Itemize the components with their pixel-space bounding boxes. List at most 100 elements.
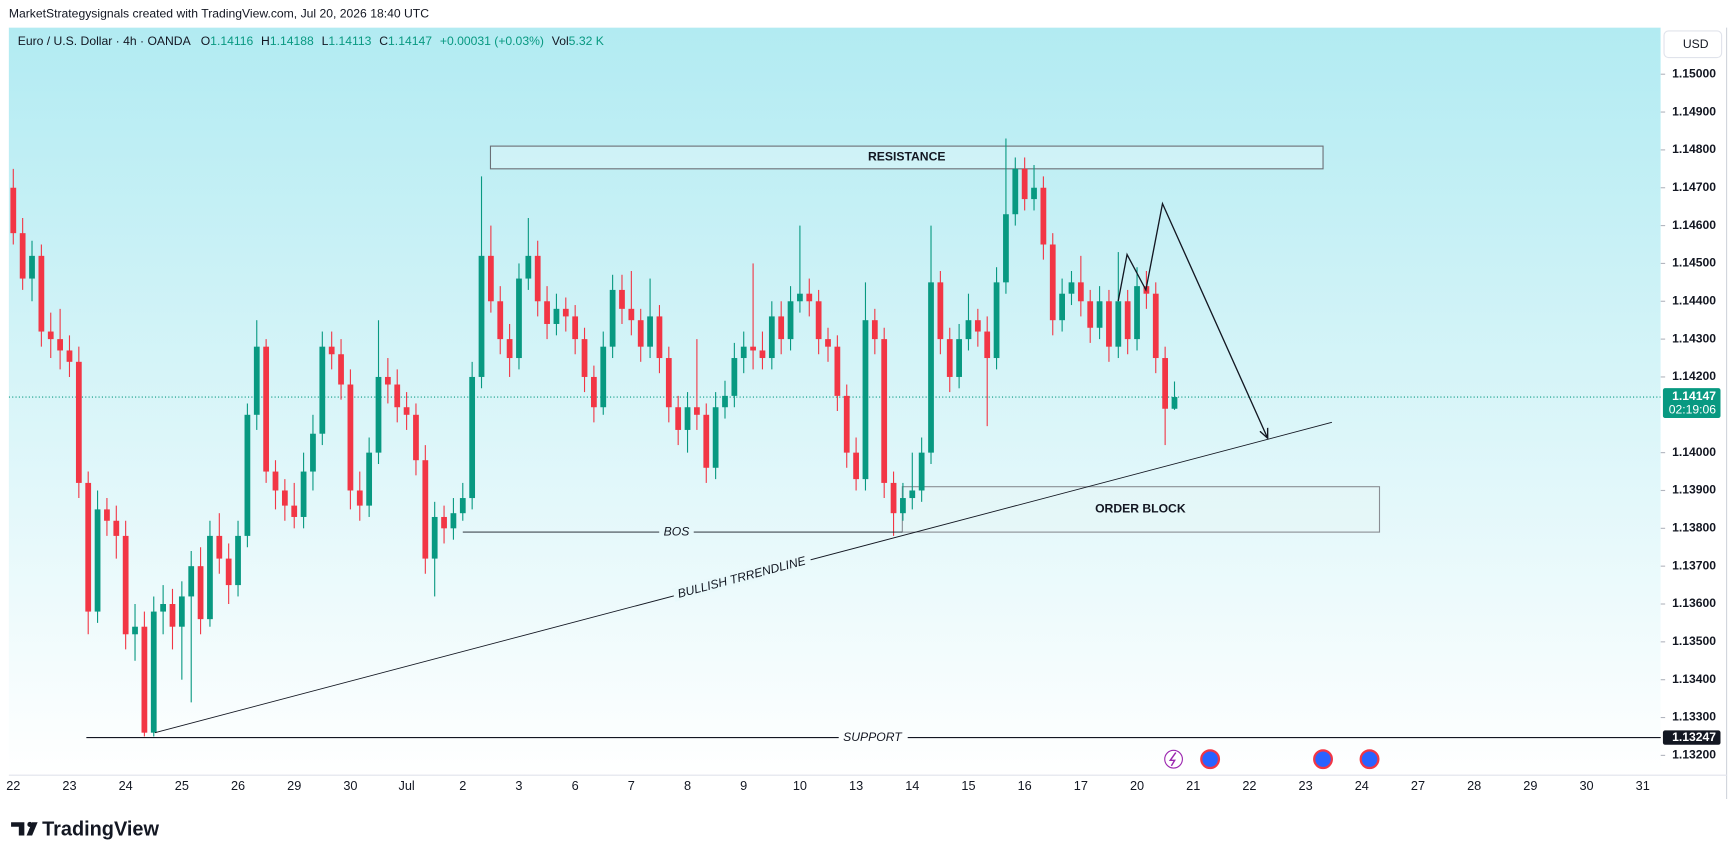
candle-body [244,414,251,536]
candle-body [291,505,298,517]
x-tick-label: 14 [905,778,919,793]
symbol: Euro / U.S. Dollar · 4h · OANDA [18,34,192,48]
candle-body [113,520,120,536]
event-icons [1164,749,1380,770]
vol-value: 5.32 K [569,34,604,48]
y-tick-label: 1.15000 [1672,66,1716,80]
candle-body [75,361,82,483]
event-icon[interactable] [1359,749,1380,770]
countdown: 02:19:06 [1669,403,1717,417]
bos-label: BOS [664,524,690,538]
x-tick-label: 22 [6,778,20,793]
currency-button[interactable] [1663,30,1723,59]
candle-body [525,255,532,279]
candle-body [815,301,822,340]
candle-body [900,498,906,514]
candle-body [207,535,213,620]
o-value: 1.14116 [210,34,253,48]
event-icon[interactable] [1313,749,1334,770]
candle-body [974,320,981,332]
x-tick-label: 13 [849,778,863,793]
y-tick-label: 1.14300 [1672,331,1716,345]
candle-body [1068,282,1075,294]
candle-body [169,604,176,627]
candle-body [628,308,635,321]
candle-body [141,626,148,733]
x-tick-label: 7 [628,778,635,793]
x-tick-label: 24 [119,778,133,793]
candle-body [984,331,991,359]
candle-body [328,346,335,355]
candle-body [1012,168,1019,215]
h-label: H [261,34,270,48]
candle-body [778,316,785,340]
candle-body [591,376,597,408]
candle-body [1040,187,1047,245]
last-price-tag [1662,388,1721,419]
x-tick-label: Jul [398,778,414,793]
y-tick-label: 1.13800 [1672,521,1716,535]
candle-body [553,308,560,324]
candle-body [928,282,934,453]
candle-body [600,346,607,408]
candle-body [431,516,438,559]
candle-body [366,452,373,506]
candle-body [1021,168,1028,200]
candle-body [1049,244,1056,321]
candle-body [188,566,195,597]
candle-body [1059,293,1065,321]
x-tick-label: 17 [1074,778,1088,793]
event-icon[interactable] [1164,749,1183,769]
plot [8,138,1661,737]
candle-body [890,482,897,514]
support-label-bg [838,729,908,744]
attribution: MarketStrategysignals created with Tradi… [9,7,429,21]
candle-body [647,316,653,347]
y-tick-label: 1.14200 [1672,369,1716,383]
candle-body [459,498,466,514]
candle-body [797,293,803,302]
y-tick-label: 1.13500 [1672,634,1716,648]
candle-body [656,316,663,359]
candle-body [562,308,569,317]
candle-body [497,301,504,340]
candle-body [516,278,522,359]
candle-body [787,301,794,340]
candle-body [132,626,138,635]
support-label: SUPPORT [843,730,903,744]
support-label-group: SUPPORT [838,729,908,744]
y-tick-label: 1.13300 [1672,710,1716,724]
logo-mark [11,822,38,836]
x-tick-label: 20 [1130,778,1144,793]
candle-body [347,384,354,491]
logo: TradingView [11,818,160,840]
y-tick-label: 1.14600 [1672,218,1716,232]
trendline-label-bg [671,552,813,602]
candle-body [122,535,129,635]
candle-body [29,255,35,279]
event-icon[interactable] [1200,749,1221,770]
support-tag [1662,730,1721,745]
candle-body [1087,301,1094,328]
candle-body [937,282,944,340]
candle-body [722,395,728,408]
x-tick-label: 23 [62,778,76,793]
candle-body [47,331,54,340]
candle-body [694,407,700,415]
y-tick-label: 1.13200 [1672,748,1716,762]
currency: USD [1683,37,1709,51]
candle-body [356,490,363,506]
candle-body [881,339,888,483]
c-value: 1.14147 [388,34,432,48]
candle-body [1031,187,1037,200]
x-tick-label: 30 [1579,778,1593,793]
candle-body [834,346,841,396]
l-value: 1.14113 [328,34,371,48]
bos-label-bg [659,524,694,539]
x-tick-label: 22 [1242,778,1256,793]
candle-body [10,187,17,234]
y-tick-label: 1.14400 [1672,293,1716,307]
candle-body [19,233,26,279]
candle-body [450,513,457,529]
